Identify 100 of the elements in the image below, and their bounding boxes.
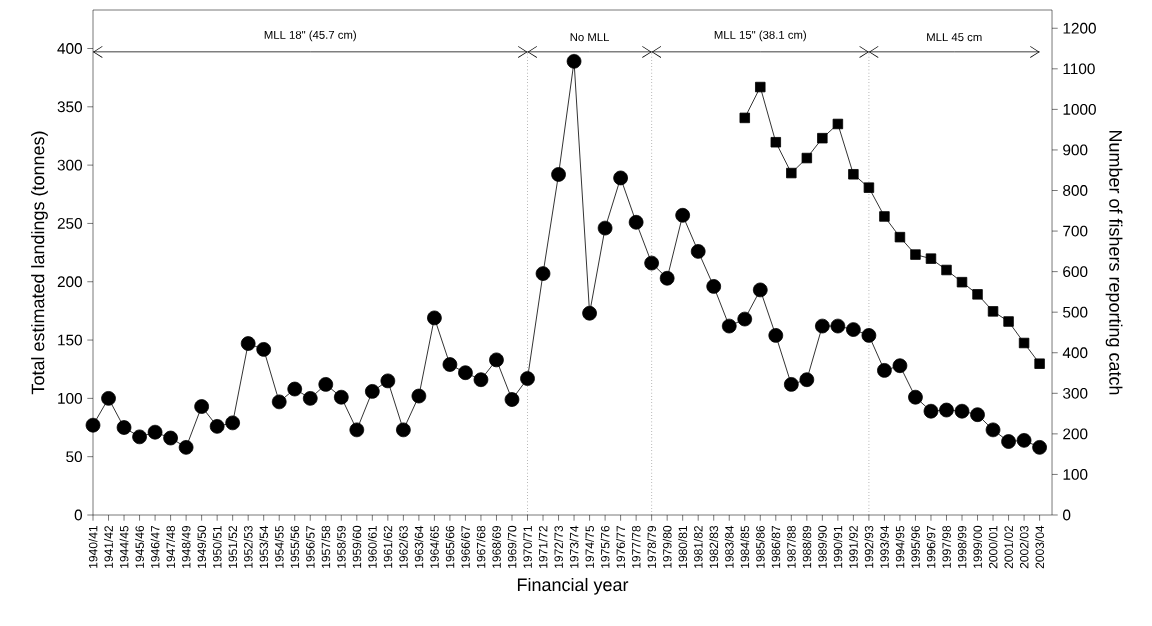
y-tick-label: 0 <box>74 509 82 521</box>
y-tick-label: 50 <box>66 451 82 463</box>
x-tick-label: 1997/98 <box>942 525 951 568</box>
y2-tick-label: 900 <box>1063 144 1088 156</box>
y2-tick-label: 1200 <box>1063 22 1096 34</box>
x-tick-label: 1989/90 <box>817 525 827 568</box>
x-tick-label: 1983/84 <box>724 525 734 568</box>
x-tick-label: 1940/41 <box>88 526 98 568</box>
y2-tick-label: 0 <box>1063 509 1071 521</box>
annotation: MLL 18" (45.7 cm) <box>264 30 356 42</box>
x-tick-label: 1968/69 <box>492 525 501 568</box>
point <box>863 182 875 193</box>
x-tick-label: 1960/61 <box>367 526 377 568</box>
x-tick-label: 1969/70 <box>507 525 517 568</box>
x-tick-label: 1944/45 <box>119 525 129 568</box>
point <box>832 118 844 130</box>
x-tick-label: 1988/89 <box>802 525 812 568</box>
x-tick-label: 1984/85 <box>740 525 750 568</box>
x-tick-label: 2002/03 <box>1019 525 1029 569</box>
x-tick-label: 1959/60 <box>352 525 362 568</box>
x-tick-label: 1956/57 <box>305 526 315 568</box>
x-tick-label: 1973/74 <box>569 525 579 568</box>
x-tick-label: 1979/80 <box>662 525 672 568</box>
point <box>801 152 813 164</box>
x-tick-label: 1974/75 <box>585 525 594 568</box>
x-tick-label: 1962/63 <box>398 525 408 568</box>
x-tick-label: 1990/91 <box>833 526 843 568</box>
x-tick-label: 1991/92 <box>848 526 858 568</box>
x-tick-label: 2001/02 <box>1004 526 1013 569</box>
x-tick-label: 1958/59 <box>336 525 346 568</box>
x-tick-label: 1995/96 <box>911 525 920 568</box>
point <box>786 167 797 179</box>
annotation: No MLL <box>570 33 610 42</box>
x-tick-label: 1950/51 <box>212 526 222 568</box>
point <box>941 264 952 276</box>
x-tick-label: 2003/04 <box>1035 525 1045 569</box>
y-tick-label: 100 <box>58 392 82 404</box>
x-tick-label: 1951/52 <box>228 526 238 568</box>
point <box>910 249 921 260</box>
x-tick-label: 1996/97 <box>926 526 936 568</box>
y2-axis-title: Number of fishers reporting catch <box>1105 130 1123 395</box>
point <box>755 81 766 93</box>
point <box>894 231 906 243</box>
x-tick-label: 1965/66 <box>445 525 455 568</box>
y2-tick-label: 1000 <box>1063 103 1096 115</box>
x-tick-label: 1987/88 <box>786 525 796 568</box>
x-tick-label: 1980/81 <box>678 526 688 568</box>
x-tick-label: 1964/65 <box>429 525 439 568</box>
x-tick-label: 1955/56 <box>290 525 300 568</box>
x-tick-label: 1967/68 <box>476 525 486 568</box>
point <box>879 211 890 222</box>
x-tick-label: 1966/67 <box>461 526 470 568</box>
x-tick-label: 1947/48 <box>166 525 176 568</box>
x-tick-label: 1976/77 <box>616 526 626 568</box>
x-tick-label: 1953/54 <box>259 525 269 568</box>
x-tick-label: 1994/95 <box>895 525 905 568</box>
x-tick-label: 1998/99 <box>957 525 967 568</box>
x-tick-label: 1972/73 <box>554 525 563 568</box>
y2-tick-label: 800 <box>1063 185 1088 196</box>
x-tick-label: 1963/64 <box>414 525 424 568</box>
point <box>925 253 937 264</box>
x-tick-label: 1993/94 <box>880 525 889 568</box>
x-tick-label: 1981/82 <box>693 526 703 568</box>
x-tick-label: 1961/62 <box>383 526 393 568</box>
x-tick-label: 1992/93 <box>864 525 874 568</box>
annotation: MLL 45 cm <box>927 33 982 42</box>
y2-tick-label: 300 <box>1063 387 1088 399</box>
x-tick-label: 1975/76 <box>600 525 610 568</box>
y-tick-label: 350 <box>57 101 82 113</box>
x-tick-label: 1982/83 <box>709 525 719 568</box>
x-tick-label: 1945/46 <box>135 525 144 568</box>
x-tick-label: 1970/71 <box>523 526 532 568</box>
point <box>848 169 859 180</box>
point <box>1003 316 1014 327</box>
x-tick-label: 1948/49 <box>181 525 191 568</box>
x-tick-label: 1999/00 <box>973 525 982 568</box>
x-tick-label: 1971/72 <box>538 526 548 568</box>
point <box>739 112 750 124</box>
x-tick-label: 1949/50 <box>197 525 207 568</box>
y2-tick-label: 200 <box>1063 428 1088 440</box>
y-tick-label: 400 <box>57 43 82 54</box>
x-tick-label: 1952/53 <box>243 525 253 568</box>
y-tick-label: 150 <box>58 334 82 346</box>
y2-tick-label: 1100 <box>1063 63 1095 75</box>
x-tick-label: 1985/86 <box>755 525 765 568</box>
x-axis-title: Financial year <box>517 577 629 595</box>
x-tick-label: 1957/58 <box>321 525 331 568</box>
point <box>956 276 968 288</box>
y-tick-label: 300 <box>57 159 82 171</box>
point <box>987 306 999 317</box>
y2-tick-label: 400 <box>1062 347 1088 359</box>
y2-tick-label: 700 <box>1063 225 1088 237</box>
x-tick-label: 1986/87 <box>771 526 781 568</box>
y2-tick-label: 100 <box>1063 469 1088 480</box>
x-tick-label: 1941/42 <box>104 526 113 568</box>
x-tick-label: 1978/79 <box>647 525 657 568</box>
point <box>972 289 983 300</box>
point <box>770 137 781 148</box>
y-tick-label: 250 <box>57 218 82 229</box>
x-tick-label: 2000/01 <box>988 526 998 569</box>
